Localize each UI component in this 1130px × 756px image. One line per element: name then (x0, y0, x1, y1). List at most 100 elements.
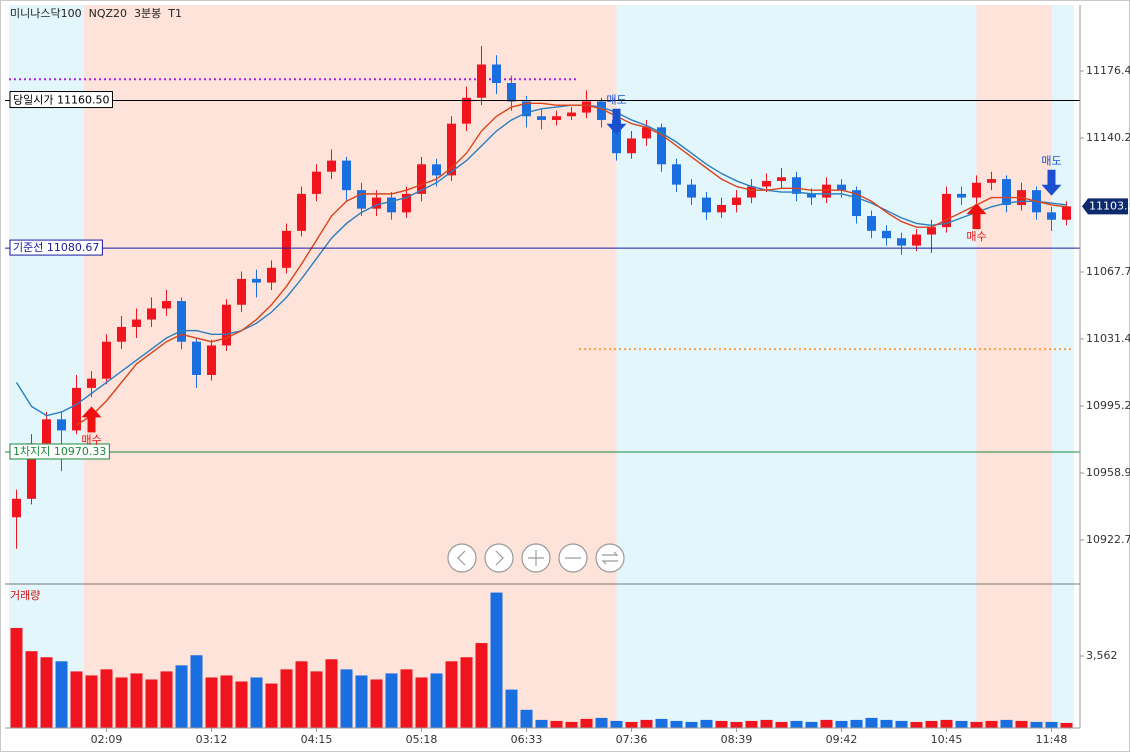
y-tick-label: 10922.74 (1086, 533, 1130, 546)
candle-body (87, 378, 96, 388)
volume-bar (100, 669, 113, 728)
volume-bar (385, 673, 398, 728)
candle-body (177, 301, 186, 342)
level-label: 당일시가 11160.50 (13, 93, 109, 107)
candle-body (27, 443, 36, 499)
signal-arrow (81, 406, 102, 433)
moving-average (15, 104, 1067, 417)
candle-body (147, 308, 156, 320)
signal-arrow (1041, 169, 1062, 196)
volume-bar (865, 717, 878, 728)
volume-bar (340, 669, 353, 728)
volume-bar (970, 721, 983, 728)
candle-body (237, 278, 246, 305)
volume-bar (745, 720, 758, 728)
volume-bar (550, 720, 563, 728)
signal-label: 매도 (1041, 155, 1061, 168)
candle-body (762, 180, 771, 187)
candle-body (1047, 212, 1056, 220)
volume-bar (280, 669, 293, 728)
candle-body (522, 101, 531, 117)
x-tick-label: 02:09 (91, 733, 123, 746)
volume-bar (670, 720, 683, 728)
volume-bar (1030, 721, 1043, 728)
volume-bar (10, 627, 23, 728)
candle-body (117, 326, 126, 342)
candle-body (57, 419, 66, 431)
volume-bar (460, 657, 473, 728)
candle-body (192, 341, 201, 375)
volume-bar (1045, 721, 1058, 728)
volume-bar (310, 671, 323, 728)
volume-bar (985, 720, 998, 728)
btn-left[interactable] (447, 543, 477, 573)
volume-bar (295, 661, 308, 728)
x-tick-label: 04:15 (301, 733, 333, 746)
candle-body (852, 190, 861, 217)
candle-body (297, 193, 306, 231)
volume-bar (520, 709, 533, 728)
signal-arrow (606, 108, 627, 135)
volume-bar (250, 677, 263, 728)
volume-bar (55, 661, 68, 728)
candle-body (717, 204, 726, 213)
candle-body (462, 97, 471, 124)
x-tick-label: 07:36 (616, 733, 648, 746)
session-band (9, 5, 84, 728)
volume-bar (265, 683, 278, 728)
candle-body (687, 184, 696, 198)
volume-bar (580, 718, 593, 728)
volume-bar (145, 679, 158, 728)
volume-bar (655, 718, 668, 728)
session-band (976, 5, 1052, 728)
volume-bar (700, 719, 713, 728)
level-label: 1차지지 10970.33 (13, 445, 106, 458)
candle-body (222, 304, 231, 346)
session-band (84, 5, 617, 728)
candle-body (207, 345, 216, 375)
candle-body (357, 190, 366, 209)
volume-bar (595, 717, 608, 728)
volume-bar (475, 643, 488, 728)
candle-body (777, 177, 786, 181)
candle-body (882, 230, 891, 239)
volume-bar (445, 661, 458, 728)
candle-body (567, 112, 576, 117)
chart-title: 미니나스닥100 NQZ20 3분봉 T1 (10, 7, 182, 20)
candle-body (942, 193, 951, 228)
volume-bar (25, 651, 38, 728)
volume-bar (955, 720, 968, 728)
volume-bar (1000, 719, 1013, 728)
volume-bar (640, 719, 653, 728)
candle-body (327, 160, 336, 172)
volume-bar (925, 720, 938, 728)
level-label-box (9, 91, 113, 109)
level-label: 기준선 11080.67 (13, 241, 99, 254)
candle-body (867, 216, 876, 231)
candle-body (822, 184, 831, 198)
candle-body (747, 186, 756, 198)
candle-body (807, 193, 816, 198)
candle-body (492, 64, 501, 83)
volume-bar (40, 657, 53, 728)
volume-bar (190, 655, 203, 728)
candle-body (372, 197, 381, 209)
session-band (616, 5, 977, 728)
volume-bar (535, 719, 548, 728)
y-tick-label: 10995.24 (1086, 399, 1130, 412)
candle-body (897, 238, 906, 246)
candle-body (42, 419, 51, 444)
volume-bar (610, 720, 623, 728)
candle-body (132, 319, 141, 327)
btn-reset[interactable] (595, 543, 625, 573)
candle-body (642, 127, 651, 139)
volume-bar (730, 721, 743, 728)
volume-bar (685, 721, 698, 728)
candle-body (267, 267, 276, 283)
icon (457, 550, 466, 566)
candle-body (387, 197, 396, 213)
candle-body (417, 164, 426, 194)
btn-right[interactable] (484, 543, 514, 573)
candle-body (792, 177, 801, 194)
level-label-box (9, 443, 110, 460)
